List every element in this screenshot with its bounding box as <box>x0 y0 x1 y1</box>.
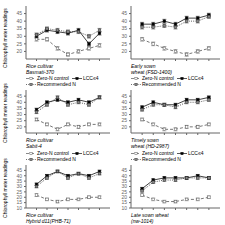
svg-text:40: 40 <box>121 99 127 105</box>
svg-text:45: 45 <box>121 93 127 99</box>
svg-text:10: 10 <box>121 205 127 211</box>
svg-text:30: 30 <box>121 33 127 39</box>
html-text:Recommended N: Recommended N <box>37 156 76 162</box>
svg-text:35: 35 <box>16 105 22 111</box>
svg-text:45: 45 <box>16 10 22 16</box>
html-text:Chlorophyll meter readings: Chlorophyll meter readings <box>2 157 8 218</box>
svg-text:20: 20 <box>16 48 22 54</box>
svg-text:25: 25 <box>16 189 22 195</box>
svg-text:40: 40 <box>121 18 127 24</box>
html-text:Chlorophyll meter readings: Chlorophyll meter readings <box>2 82 8 143</box>
html-text:Zero-N control: Zero-N control <box>142 75 174 81</box>
svg-text:35: 35 <box>121 105 127 111</box>
html-text:LCC≤4: LCC≤4 <box>83 150 99 156</box>
svg-text:35: 35 <box>16 25 22 31</box>
svg-text:20: 20 <box>16 124 22 130</box>
svg-text:25: 25 <box>121 117 127 123</box>
html-text:Zero-N control: Zero-N control <box>37 75 69 81</box>
svg-text:30: 30 <box>16 183 22 189</box>
svg-text:35: 35 <box>121 178 127 184</box>
svg-text:45: 45 <box>16 167 22 173</box>
svg-text:25: 25 <box>16 117 22 123</box>
html-text:Late sown wheat (nw-1014): Late sown wheat (nw-1014) <box>131 212 169 224</box>
svg-text:15: 15 <box>121 199 127 205</box>
svg-text:30: 30 <box>121 111 127 117</box>
html-text:LCC≤4: LCC≤4 <box>83 75 99 81</box>
html-text:Timely sown wheat (HD-2987): Timely sown wheat (HD-2987) <box>131 137 170 149</box>
html-text:Rice cultivar Basmati-370: Rice cultivar Basmati-370 <box>26 63 55 75</box>
html-text:Recommended N: Recommended N <box>37 81 76 87</box>
svg-text:20: 20 <box>121 124 127 130</box>
svg-text:25: 25 <box>121 189 127 195</box>
html-text:Chlorophyll meter readings: Chlorophyll meter readings <box>2 7 8 68</box>
svg-text:30: 30 <box>16 111 22 117</box>
html-text:Rice cultivar Sabit-4: Rice cultivar Sabit-4 <box>26 137 54 149</box>
svg-text:40: 40 <box>16 99 22 105</box>
html-text:Recommended N: Recommended N <box>142 156 181 162</box>
svg-text:20: 20 <box>121 194 127 200</box>
html-text:Zero-N control: Zero-N control <box>37 150 69 156</box>
html-text:Early sown wheat (FSD-1400): Early sown wheat (FSD-1400) <box>131 63 172 75</box>
html-text:Zero-N control: Zero-N control <box>142 150 174 156</box>
svg-text:30: 30 <box>16 33 22 39</box>
svg-text:25: 25 <box>16 41 22 47</box>
svg-text:40: 40 <box>16 173 22 179</box>
svg-text:30: 30 <box>121 183 127 189</box>
svg-text:10: 10 <box>16 205 22 211</box>
svg-text:35: 35 <box>121 25 127 31</box>
svg-text:35: 35 <box>16 178 22 184</box>
svg-text:20: 20 <box>121 48 127 54</box>
svg-text:25: 25 <box>121 41 127 47</box>
svg-text:20: 20 <box>16 194 22 200</box>
svg-text:45: 45 <box>121 10 127 16</box>
svg-text:45: 45 <box>121 167 127 173</box>
html-text:Rice cultivar Hybrid d11(PHB-7: Rice cultivar Hybrid d11(PHB-71) <box>26 212 71 224</box>
html-text:Recommended N: Recommended N <box>142 81 181 87</box>
html-text:LCC≤4: LCC≤4 <box>188 75 204 81</box>
html-text:LCC≤4: LCC≤4 <box>188 150 204 156</box>
svg-text:15: 15 <box>16 199 22 205</box>
svg-text:45: 45 <box>16 93 22 99</box>
svg-text:40: 40 <box>121 173 127 179</box>
svg-text:40: 40 <box>16 18 22 24</box>
